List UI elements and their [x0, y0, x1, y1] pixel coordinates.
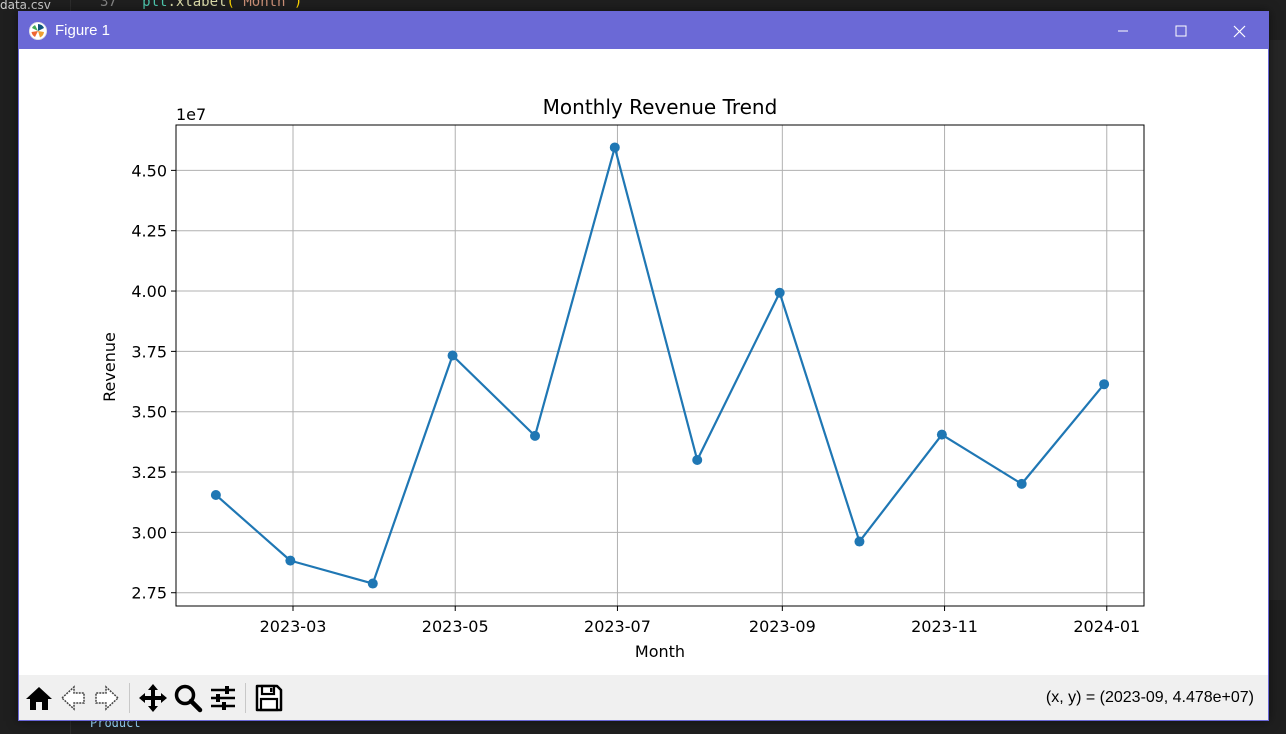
- move-icon[interactable]: [137, 682, 169, 714]
- x-axis-label: Month: [635, 642, 685, 661]
- line-number: 37: [100, 0, 117, 10]
- y-tick-label: 3.25: [131, 463, 167, 482]
- data-point: [854, 536, 865, 547]
- x-tick-label: 2023-05: [422, 617, 489, 636]
- window-titlebar[interactable]: Figure 1: [19, 12, 1268, 49]
- line-chart: 2023-03 2023-05 2023-07 2023-09 2023-11 2024-…: [100, 95, 1145, 661]
- chart-title: Monthly Revenue Trend: [543, 95, 778, 119]
- y-tick-label: 3.75: [131, 342, 167, 361]
- minimize-icon[interactable]: [1094, 12, 1152, 49]
- toolbar-separator: [129, 683, 130, 713]
- y-tick-label: 2.75: [131, 584, 167, 603]
- series-line-path: [215, 146, 1105, 585]
- close-icon[interactable]: [1210, 12, 1268, 49]
- sliders-icon[interactable]: [207, 682, 239, 714]
- data-point: [609, 142, 620, 153]
- toolbar-separator: [245, 683, 246, 713]
- data-point: [285, 555, 296, 566]
- data-point: [1016, 478, 1027, 489]
- data-point: [210, 489, 221, 500]
- y-axis-offset-label: 1e7: [176, 105, 206, 124]
- code-line: 37 plt.xlabel('Month'): [100, 0, 302, 10]
- y-tick-label: 4.25: [131, 222, 167, 241]
- code-function: .xlabel: [167, 0, 227, 10]
- y-axis-label: Revenue: [100, 332, 119, 402]
- maximize-icon[interactable]: [1152, 12, 1210, 49]
- data-point: [774, 287, 785, 298]
- cursor-coordinates: (x, y) = (2023-09, 4.478e+07): [1045, 689, 1254, 706]
- matplotlib-logo-icon: [29, 22, 47, 40]
- home-icon[interactable]: [23, 682, 55, 714]
- data-point: [530, 430, 541, 441]
- y-tick-label: 4.00: [131, 282, 167, 301]
- code-object: plt: [142, 0, 168, 10]
- figure-window: Figure 1 2023-03 2023-05 2023-07 2023-09 202…: [18, 11, 1269, 721]
- axis-ticks: 2023-03 2023-05 2023-07 2023-09 2023-11 2024-…: [131, 161, 1140, 636]
- data-point: [1099, 379, 1110, 390]
- x-tick-label: 2024-01: [1073, 617, 1140, 636]
- navigation-toolbar: (x, y) = (2023-09, 4.478e+07): [19, 675, 1268, 720]
- data-point: [936, 429, 947, 440]
- sidebar-file-name[interactable]: data.csv: [0, 0, 51, 12]
- magnifier-icon[interactable]: [172, 682, 204, 714]
- y-tick-label: 3.50: [131, 403, 167, 422]
- back-arrow-icon[interactable]: [57, 682, 89, 714]
- editor-scrollbar[interactable]: [1270, 40, 1286, 600]
- y-tick-label: 3.00: [131, 523, 167, 542]
- code-string: 'Month': [234, 0, 294, 10]
- x-tick-label: 2023-09: [749, 617, 816, 636]
- window-title: Figure 1: [55, 22, 111, 39]
- x-tick-label: 2023-07: [584, 617, 651, 636]
- data-point: [692, 454, 703, 465]
- series-line: [210, 142, 1110, 589]
- y-tick-label: 4.50: [131, 161, 167, 180]
- data-point: [367, 578, 378, 589]
- floppy-disk-icon[interactable]: [253, 682, 285, 714]
- plot-canvas[interactable]: 2023-03 2023-05 2023-07 2023-09 2023-11 2024-…: [19, 49, 1268, 675]
- grid-lines: [176, 125, 1144, 606]
- axes-frame: [175, 124, 1145, 607]
- x-tick-label: 2023-03: [260, 617, 327, 636]
- data-point: [447, 350, 458, 361]
- x-tick-label: 2023-11: [911, 617, 978, 636]
- forward-arrow-icon[interactable]: [91, 682, 123, 714]
